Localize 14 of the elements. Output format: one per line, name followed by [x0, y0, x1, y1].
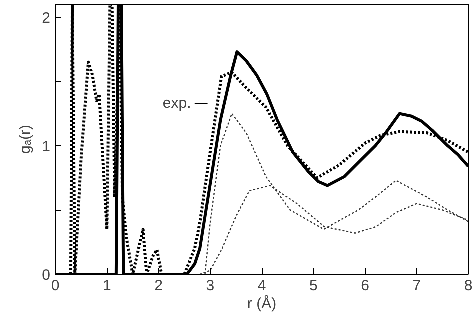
y-tick-label: 1 [42, 138, 50, 156]
x-tick-label: 2 [154, 278, 163, 294]
x-tick-label: 4 [258, 278, 266, 294]
x-tick-label: 3 [206, 278, 215, 294]
x-axis-title: r (Å) [247, 294, 277, 312]
y-tick-label: 2 [42, 10, 50, 27]
y-axis-title: gₐ(r) [17, 125, 34, 154]
y-tick-label: 0 [42, 267, 50, 284]
x-tick-label: 7 [412, 278, 422, 294]
x-tick-label: 5 [309, 278, 318, 294]
x-tick-label: 8 [464, 278, 473, 294]
x-tick-label: 1 [102, 278, 112, 294]
annotation: exp. [162, 95, 192, 112]
x-tick-label: 6 [361, 278, 370, 294]
